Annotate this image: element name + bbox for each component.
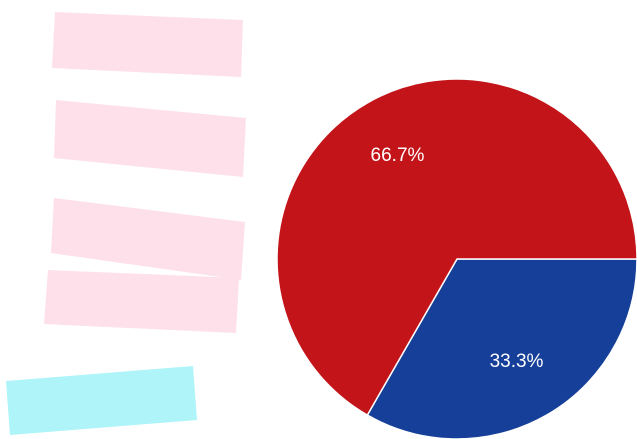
- legend-redactions: [6, 12, 246, 435]
- redaction: [54, 100, 246, 177]
- redaction: [6, 366, 197, 435]
- slice-label: 33.3%: [490, 351, 544, 372]
- redaction: [51, 198, 245, 280]
- pie-slice: [276, 78, 637, 417]
- redaction: [52, 12, 243, 77]
- pie-slice: [366, 258, 637, 439]
- slice-label: 66.7%: [371, 145, 425, 166]
- redaction: [44, 270, 239, 333]
